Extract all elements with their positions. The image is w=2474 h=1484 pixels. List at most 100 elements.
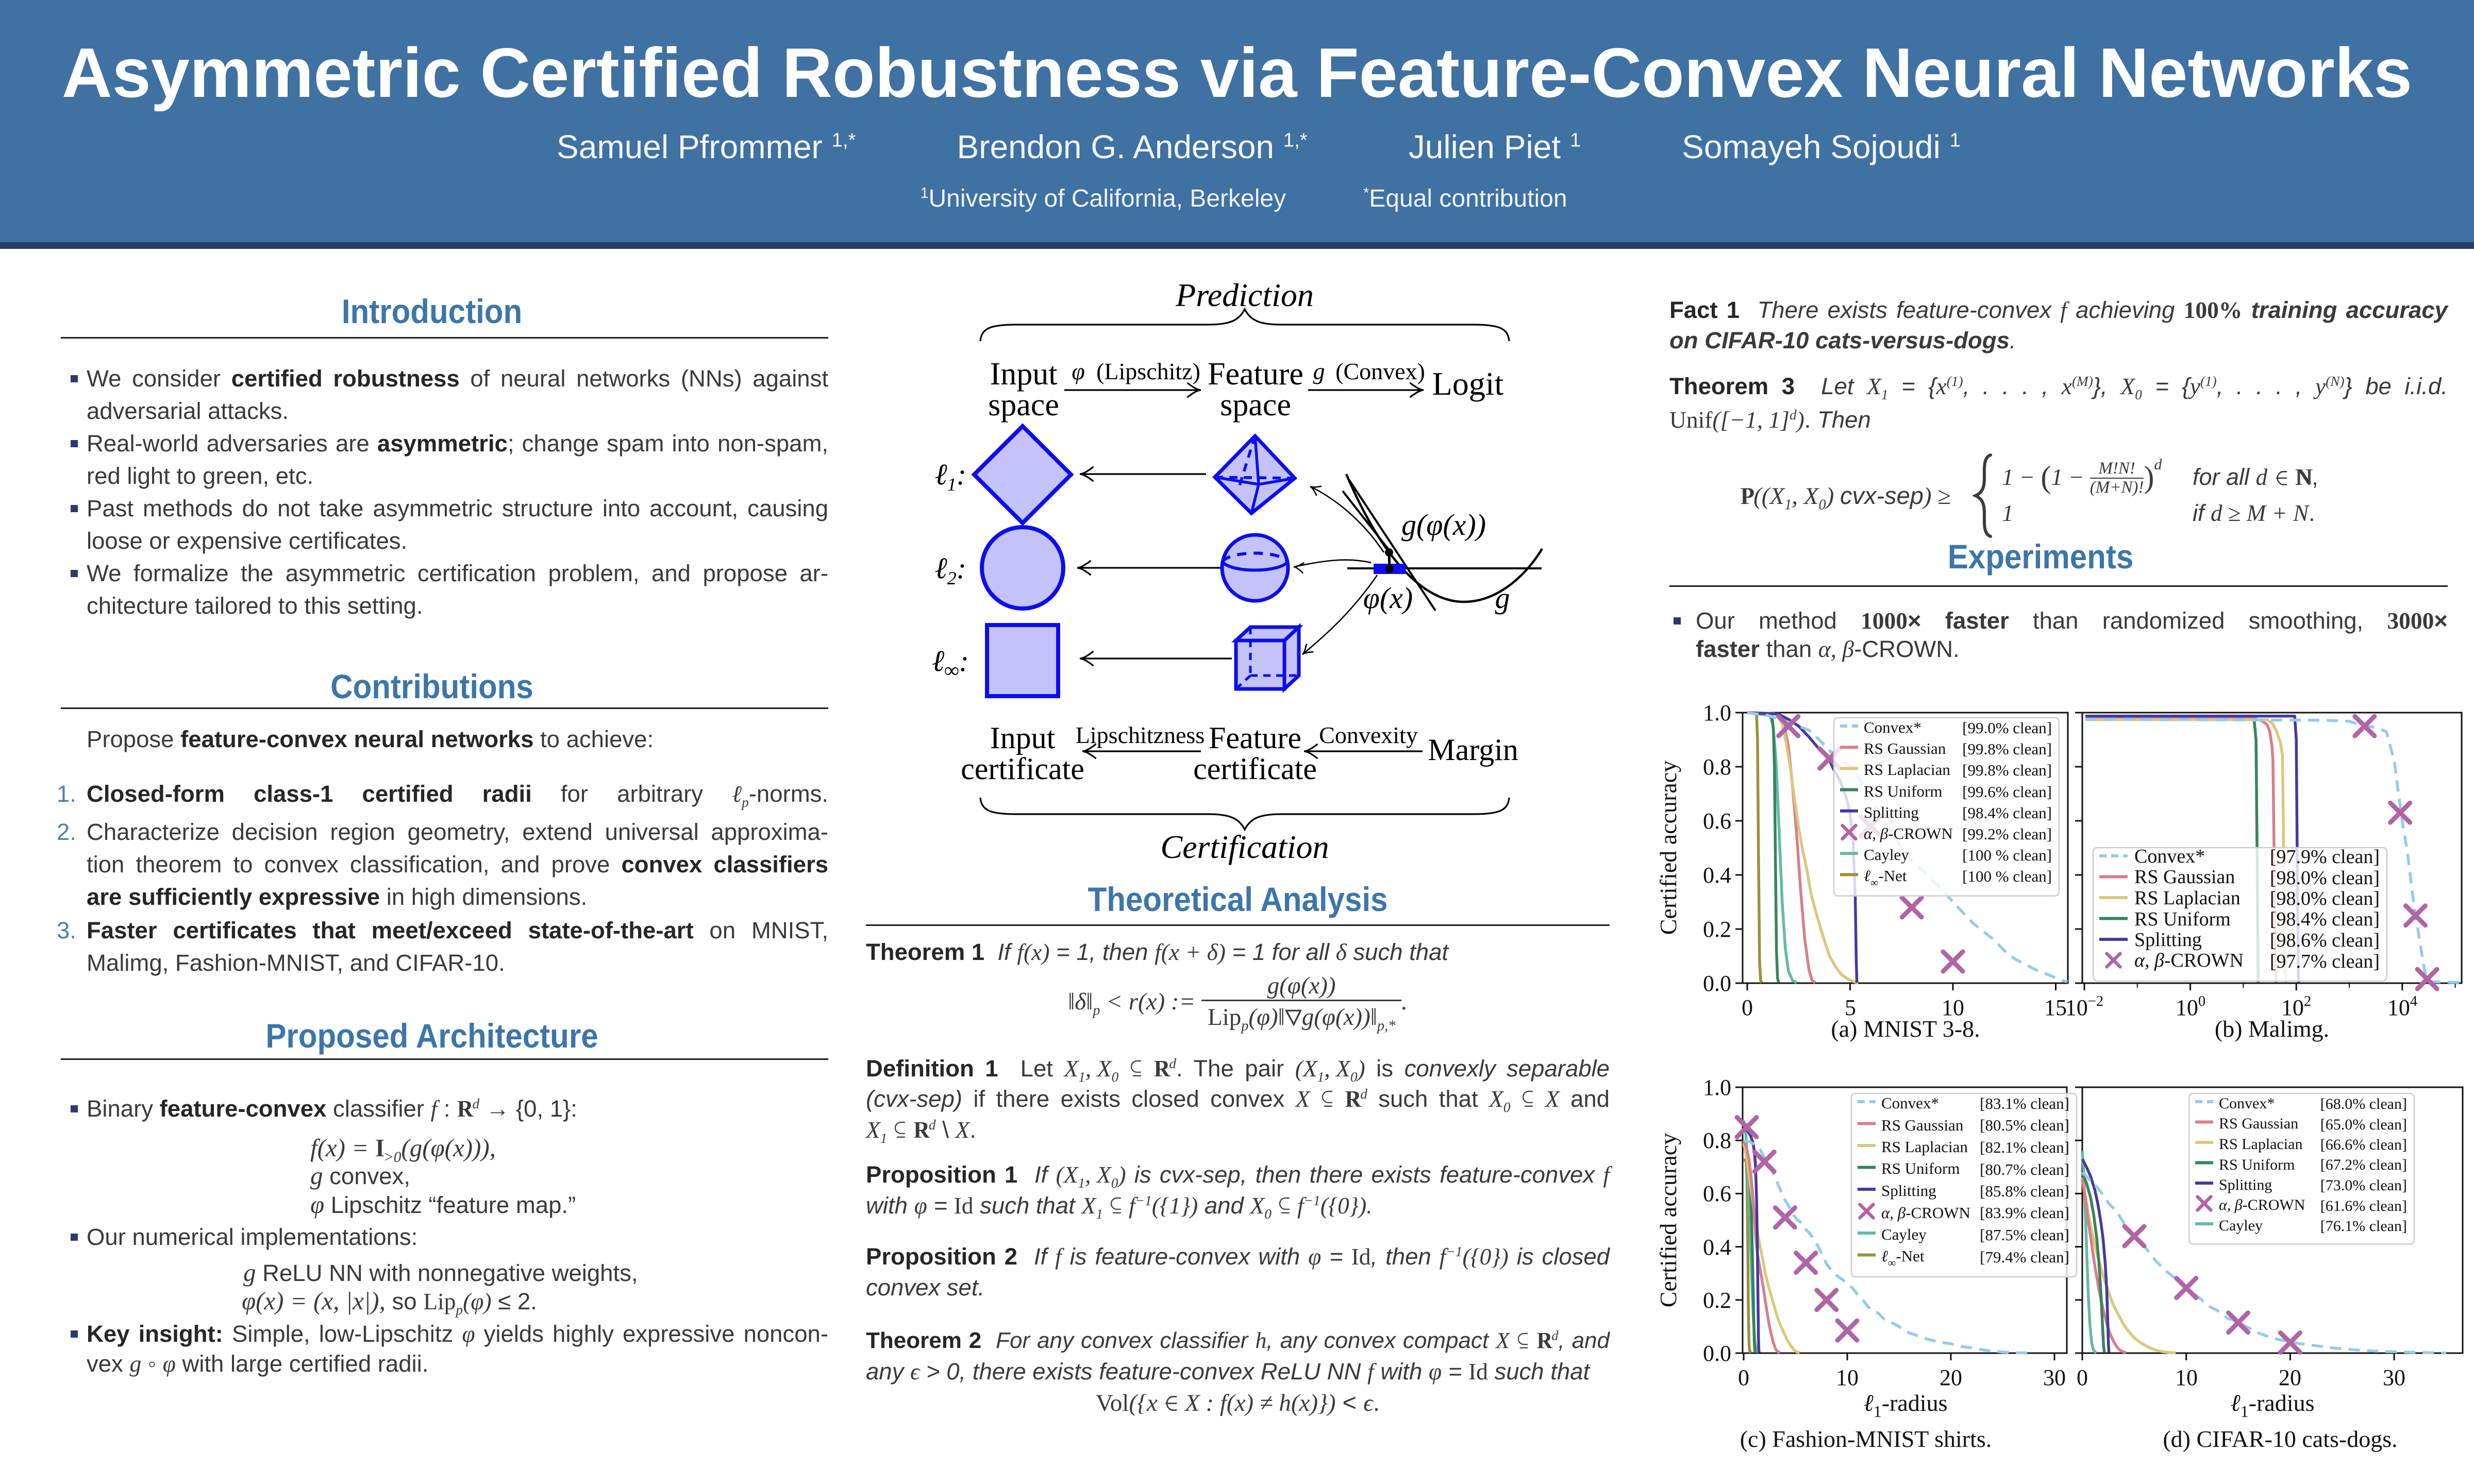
svg-text:(Convex): (Convex): [1335, 358, 1425, 384]
svg-text:RS Uniform: RS Uniform: [2219, 1156, 2295, 1173]
svg-text:[80.7% clean]: [80.7% clean]: [1980, 1160, 2069, 1178]
svg-text:[66.6% clean]: [66.6% clean]: [2320, 1136, 2407, 1153]
svg-text:RS Uniform: RS Uniform: [2134, 908, 2231, 930]
svg-text:[100 % clean]: [100 % clean]: [1962, 867, 2052, 885]
svg-text:Margin: Margin: [1428, 733, 1518, 767]
svg-text:102: 102: [2281, 993, 2311, 1020]
svg-text:100: 100: [2176, 993, 2205, 1020]
svg-text:(b) Malimg.: (b) Malimg.: [2215, 1016, 2329, 1042]
svg-text:0.0: 0.0: [1703, 971, 1731, 996]
svg-text:g: g: [1495, 581, 1510, 615]
svg-text:5: 5: [1845, 995, 1856, 1020]
svg-text:RS Laplacian: RS Laplacian: [1881, 1138, 1968, 1156]
svg-text:ℓ2:: ℓ2:: [935, 551, 967, 588]
svg-text:[76.1% clean]: [76.1% clean]: [2320, 1218, 2407, 1235]
svg-text:20: 20: [2279, 1365, 2301, 1390]
svg-text:Cayley: Cayley: [1864, 846, 1909, 864]
svg-text:ℓ∞-Net: ℓ∞-Net: [1864, 867, 1907, 889]
svg-text:(Lipschitz): (Lipschitz): [1096, 358, 1200, 384]
svg-text:[79.4% clean]: [79.4% clean]: [1980, 1248, 2069, 1266]
svg-text:Convex*: Convex*: [2134, 846, 2205, 867]
svg-text:RS Laplacian: RS Laplacian: [2134, 887, 2241, 909]
svg-text:10: 10: [2175, 1365, 2198, 1390]
svg-text:[82.1% clean]: [82.1% clean]: [1980, 1138, 2069, 1156]
svg-text:Certification: Certification: [1160, 829, 1329, 865]
svg-text:0: 0: [1742, 995, 1753, 1020]
svg-text:0.6: 0.6: [1703, 808, 1731, 834]
svg-text:[100 % clean]: [100 % clean]: [1962, 846, 2052, 864]
svg-text:RS Gaussian: RS Gaussian: [1881, 1116, 1964, 1134]
svg-text:[68.0% clean]: [68.0% clean]: [2320, 1095, 2407, 1112]
svg-text:Logit: Logit: [1432, 365, 1504, 402]
svg-text:Input: Input: [990, 357, 1058, 392]
svg-text:ℓ∞:: ℓ∞:: [932, 644, 969, 682]
svg-text:10: 10: [1942, 995, 1964, 1020]
svg-text:space: space: [988, 387, 1059, 423]
svg-text:[98.4% clean]: [98.4% clean]: [1962, 804, 2052, 822]
svg-text:Convex*: Convex*: [1881, 1094, 1939, 1112]
svg-text:[87.5% clean]: [87.5% clean]: [1980, 1226, 2069, 1244]
svg-text:10−2: 10−2: [2065, 993, 2103, 1020]
svg-text:Prediction: Prediction: [1175, 277, 1314, 313]
svg-text:RS Gaussian: RS Gaussian: [2219, 1115, 2298, 1132]
svg-text:1.0: 1.0: [1703, 1075, 1731, 1100]
svg-text:[99.8% clean]: [99.8% clean]: [1962, 761, 2052, 779]
svg-text:α, β-CROWN: α, β-CROWN: [1881, 1204, 1970, 1222]
svg-text:[99.0% clean]: [99.0% clean]: [1962, 719, 2052, 737]
svg-text:g(φ(x)): g(φ(x)): [1401, 508, 1486, 542]
svg-text:[99.6% clean]: [99.6% clean]: [1962, 783, 2052, 801]
svg-text:0.8: 0.8: [1703, 754, 1731, 780]
svg-text:Convex*: Convex*: [1864, 718, 1921, 736]
svg-text:(a) MNIST 3-8.: (a) MNIST 3-8.: [1831, 1016, 1980, 1042]
svg-text:ℓ1:: ℓ1:: [935, 458, 967, 495]
svg-text:[98.0% clean]: [98.0% clean]: [2270, 867, 2380, 889]
svg-text:Cayley: Cayley: [1881, 1225, 1927, 1243]
svg-text:g: g: [1313, 358, 1325, 384]
svg-text:(d) CIFAR-10 cats-dogs.: (d) CIFAR-10 cats-dogs.: [2163, 1426, 2397, 1452]
svg-text:1.0: 1.0: [1703, 701, 1731, 726]
svg-text:Certified accuracy: Certified accuracy: [1655, 1133, 1681, 1307]
svg-text:α, β-CROWN: α, β-CROWN: [2134, 950, 2244, 971]
svg-text:φ(x): φ(x): [1363, 581, 1413, 615]
svg-text:RS Uniform: RS Uniform: [1881, 1159, 1960, 1177]
svg-text:Splitting: Splitting: [2134, 929, 2202, 951]
svg-text:Feature: Feature: [1209, 721, 1301, 755]
svg-text:[99.2% clean]: [99.2% clean]: [1962, 825, 2052, 843]
svg-text:0.4: 0.4: [1703, 863, 1731, 888]
svg-text:[85.8% clean]: [85.8% clean]: [1980, 1182, 2069, 1200]
svg-text:certificate: certificate: [961, 752, 1084, 786]
svg-text:Splitting: Splitting: [1864, 803, 1919, 821]
svg-text:ℓ∞-Net: ℓ∞-Net: [1881, 1247, 1925, 1269]
svg-text:RS Laplacian: RS Laplacian: [1864, 761, 1950, 779]
svg-text:[67.2% clean]: [67.2% clean]: [2320, 1156, 2407, 1173]
svg-text:Splitting: Splitting: [1881, 1182, 1936, 1200]
svg-text:[99.8% clean]: [99.8% clean]: [1962, 740, 2052, 758]
svg-text:α, β-CROWN: α, β-CROWN: [1864, 824, 1953, 842]
svg-text:20: 20: [1940, 1365, 1962, 1390]
svg-text:ℓ1-radius: ℓ1-radius: [2230, 1390, 2314, 1421]
svg-text:RS Laplacian: RS Laplacian: [2219, 1136, 2302, 1153]
svg-text:RS Uniform: RS Uniform: [1864, 782, 1942, 800]
svg-text:space: space: [1220, 387, 1291, 423]
svg-text:φ: φ: [1072, 358, 1084, 384]
svg-text:[73.0% clean]: [73.0% clean]: [2320, 1177, 2407, 1194]
svg-text:certificate: certificate: [1193, 752, 1317, 786]
svg-text:Cayley: Cayley: [2219, 1217, 2263, 1234]
svg-text:ℓ1-radius: ℓ1-radius: [1863, 1390, 1947, 1421]
svg-text:0.8: 0.8: [1703, 1128, 1731, 1153]
svg-text:α, β-CROWN: α, β-CROWN: [2219, 1196, 2305, 1213]
svg-text:0: 0: [2077, 1365, 2088, 1390]
svg-text:[83.1% clean]: [83.1% clean]: [1980, 1094, 2069, 1112]
svg-text:Splitting: Splitting: [2219, 1176, 2272, 1193]
svg-text:[97.9% clean]: [97.9% clean]: [2270, 846, 2380, 868]
svg-text:Certified accuracy: Certified accuracy: [1655, 761, 1681, 935]
svg-text:30: 30: [2383, 1365, 2405, 1390]
svg-text:[80.5% clean]: [80.5% clean]: [1980, 1116, 2069, 1134]
svg-text:RS Gaussian: RS Gaussian: [1864, 739, 1946, 757]
svg-text:RS Gaussian: RS Gaussian: [2134, 866, 2235, 888]
svg-text:[65.0% clean]: [65.0% clean]: [2320, 1116, 2407, 1133]
svg-text:10: 10: [1836, 1365, 1859, 1390]
svg-text:[61.6% clean]: [61.6% clean]: [2320, 1198, 2407, 1215]
svg-text:[98.4% clean]: [98.4% clean]: [2270, 908, 2380, 930]
svg-text:[83.9% clean]: [83.9% clean]: [1980, 1204, 2069, 1222]
